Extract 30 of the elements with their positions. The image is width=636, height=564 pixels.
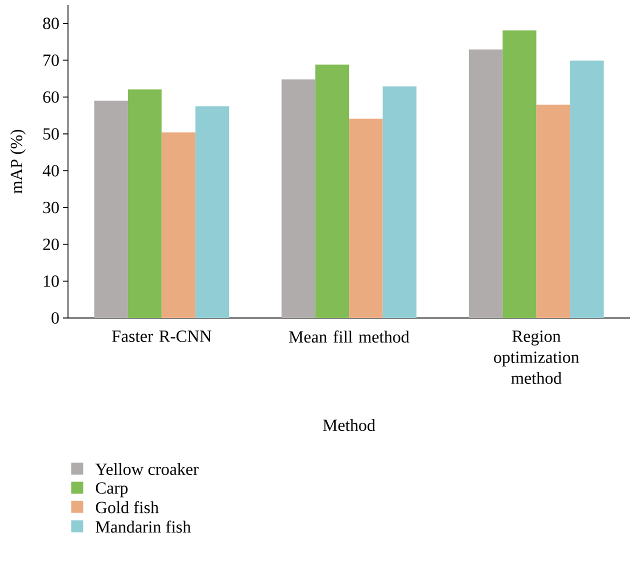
x-tick-label: Faster R-CNN <box>112 330 212 342</box>
bar <box>502 30 536 318</box>
bar <box>536 104 570 318</box>
y-axis-title: mAP (%) <box>10 130 26 194</box>
y-tick-label: 20 <box>43 238 59 250</box>
bar <box>468 50 503 318</box>
legend-label: Mandarin fish <box>96 520 191 533</box>
y-tick-label: 50 <box>43 128 59 140</box>
legend-label: Gold fish <box>96 501 159 514</box>
bar <box>94 100 128 318</box>
y-tick-label: 80 <box>43 18 59 30</box>
bar <box>382 86 416 318</box>
bar <box>282 79 316 318</box>
bar <box>315 64 350 318</box>
bar <box>195 106 230 318</box>
y-tick-label: 60 <box>43 91 59 103</box>
bar <box>162 132 196 318</box>
x-tick-label: Region optimization method <box>494 330 580 384</box>
y-tick-label: 40 <box>42 164 59 176</box>
legend-label: Yellow croaker <box>95 463 199 476</box>
legend-label: Carp <box>96 482 128 498</box>
x-tick-label: Mean fill method <box>289 330 410 343</box>
bar <box>349 118 383 318</box>
y-tick-label: 30 <box>43 202 59 214</box>
y-tick-label: 10 <box>44 275 59 287</box>
y-tick-label: 70 <box>44 54 59 66</box>
y-tick-label: 0 <box>52 312 59 324</box>
bar <box>128 89 162 318</box>
x-axis-title: Method <box>323 419 376 432</box>
bar <box>570 60 604 318</box>
